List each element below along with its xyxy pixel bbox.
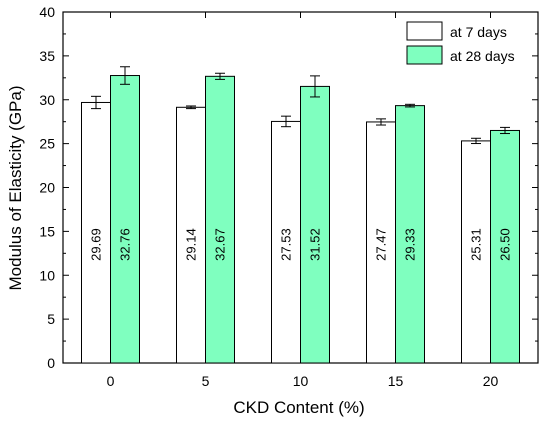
bar-value-label: 29.33 xyxy=(403,228,418,261)
bar xyxy=(461,140,491,364)
legend-swatch-28-days xyxy=(406,45,443,65)
bar-value-label: 31.52 xyxy=(308,228,323,261)
y-tick-label: 15 xyxy=(39,223,55,239)
y-tick-label: 5 xyxy=(47,311,55,327)
y-tick-label: 30 xyxy=(39,92,55,108)
bar xyxy=(300,85,330,364)
bar xyxy=(81,101,111,364)
legend-label-7-days: at 7 days xyxy=(450,24,507,40)
bar xyxy=(110,75,140,364)
bar-value-label: 32.67 xyxy=(213,228,228,261)
y-tick-label: 10 xyxy=(39,267,55,283)
y-tick-label: 0 xyxy=(47,355,55,371)
bar-value-label: 25.31 xyxy=(469,228,484,261)
y-tick-label: 25 xyxy=(39,136,55,152)
y-tick-label: 40 xyxy=(39,4,55,20)
plot-area: 0 5 10 15 20 25 30 35 40 0 29.69 32.76 5 29.14 32.67 10… xyxy=(39,4,539,389)
bar-value-label: 29.14 xyxy=(184,228,199,261)
legend-label-28-days: at 28 days xyxy=(450,48,515,64)
bar-value-label: 26.50 xyxy=(498,228,513,261)
y-tick-label: 20 xyxy=(39,180,55,196)
x-tick-label: 15 xyxy=(388,373,404,389)
x-axis-title: CKD Content (%) xyxy=(233,398,364,417)
legend: at 7 days at 28 days xyxy=(406,21,515,65)
bar-value-label: 29.69 xyxy=(89,228,104,261)
y-tick-label: 35 xyxy=(39,48,55,64)
x-tick-label: 5 xyxy=(202,373,210,389)
x-tick-label: 0 xyxy=(107,373,115,389)
bar xyxy=(176,106,206,364)
legend-swatch-7-days xyxy=(406,21,443,41)
bar-value-label: 27.53 xyxy=(279,228,294,261)
y-axis-title: Modulus of Elasticity (GPa) xyxy=(6,85,25,290)
bar xyxy=(205,75,235,364)
bar xyxy=(366,121,396,364)
bar xyxy=(490,129,520,364)
x-tick-label: 20 xyxy=(483,373,499,389)
bar xyxy=(395,105,425,364)
bar-value-label: 32.76 xyxy=(118,228,133,261)
bar-value-label: 27.47 xyxy=(374,228,389,261)
x-tick-label: 10 xyxy=(293,373,309,389)
